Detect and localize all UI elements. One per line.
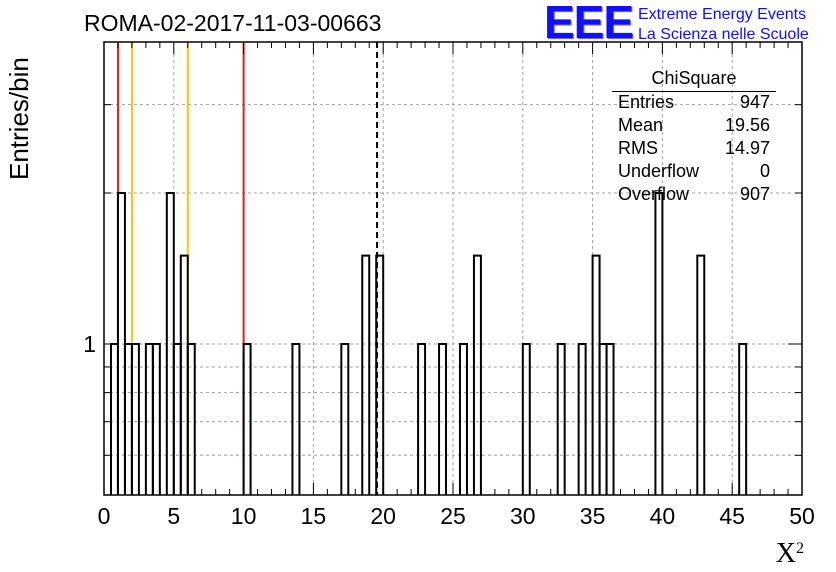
x-tick-label: 15 (301, 503, 327, 529)
stat-value: 14.97 (724, 138, 770, 158)
histogram-bin (654, 192, 664, 495)
axes: 0 5 10 15 20 25 30 35 40 45 50 1 (83, 41, 815, 529)
histogram-bin (521, 343, 531, 495)
histogram-bin (151, 343, 161, 495)
marker-lines (116, 42, 379, 495)
y-tick-label: 1 (83, 331, 96, 357)
stat-label: Overflow (618, 184, 690, 204)
stats-title-underline (612, 91, 776, 92)
logo-line-1: Extreme Energy Events (638, 6, 807, 23)
stat-row-mean: Mean 19.56 (618, 115, 770, 137)
x-axis-label-symbol: X (775, 538, 796, 569)
stat-label: Entries (618, 92, 675, 112)
stats-box: ChiSquare Entries 947 Mean 19.56 RMS 14.… (612, 66, 776, 210)
stat-row-rms: RMS 14.97 (618, 138, 770, 160)
histogram-bin (577, 343, 587, 495)
eee-logo-mark: EEE (544, 0, 634, 48)
stat-label: Underflow (618, 161, 700, 181)
x-tick-label: 50 (789, 503, 815, 529)
histogram-bin (738, 343, 748, 495)
logo-line-2: La Scienza nelle Scuole (638, 26, 809, 43)
x-tick-label: 25 (440, 503, 466, 529)
x-tick-label: 0 (98, 503, 111, 529)
stat-row-underflow: Underflow 0 (618, 161, 770, 183)
x-tick-label: 5 (167, 503, 180, 529)
stat-value: 947 (739, 92, 770, 112)
histogram-bin (130, 343, 140, 495)
histogram-bin (417, 343, 427, 495)
x-tick-label: 35 (580, 503, 606, 529)
x-tick-label: 10 (231, 503, 257, 529)
histogram-bin (472, 254, 482, 495)
histogram-bin (438, 343, 448, 495)
stat-value: 19.56 (724, 115, 770, 135)
histogram-bin (179, 254, 189, 495)
histogram-bin (591, 254, 601, 495)
stat-value: 0 (759, 161, 770, 181)
histogram-bin (605, 343, 615, 495)
stat-row-overflow: Overflow 907 (618, 184, 770, 206)
y-axis-label: Entries/bin (4, 57, 34, 180)
x-tick-label: 40 (650, 503, 676, 529)
histogram-bin (186, 343, 196, 495)
histogram-bin (375, 254, 385, 495)
x-axis-label-superscript: 2 (796, 540, 804, 557)
stat-label: Mean (618, 115, 664, 135)
stats-title: ChiSquare (651, 68, 737, 88)
stat-label: RMS (618, 138, 658, 158)
histogram-bin (361, 254, 371, 495)
x-tick-label: 30 (510, 503, 536, 529)
histogram-bin (458, 343, 468, 495)
stat-value: 907 (739, 184, 770, 204)
histogram-bin (556, 343, 566, 495)
grid-lines (104, 42, 802, 495)
eee-logo: EEE Extreme Energy Events La Scienza nel… (544, 0, 834, 48)
histogram-bin (291, 343, 301, 495)
histogram-bin (340, 343, 350, 495)
chart-title: ROMA-02-2017-11-03-00663 (84, 10, 382, 36)
histogram-bin (242, 343, 252, 495)
x-axis-label: X2 (776, 538, 804, 570)
stat-row-entries: Entries 947 (618, 92, 770, 114)
x-tick-label: 20 (370, 503, 396, 529)
histogram-bin (696, 254, 706, 495)
x-tick-label: 45 (719, 503, 745, 529)
